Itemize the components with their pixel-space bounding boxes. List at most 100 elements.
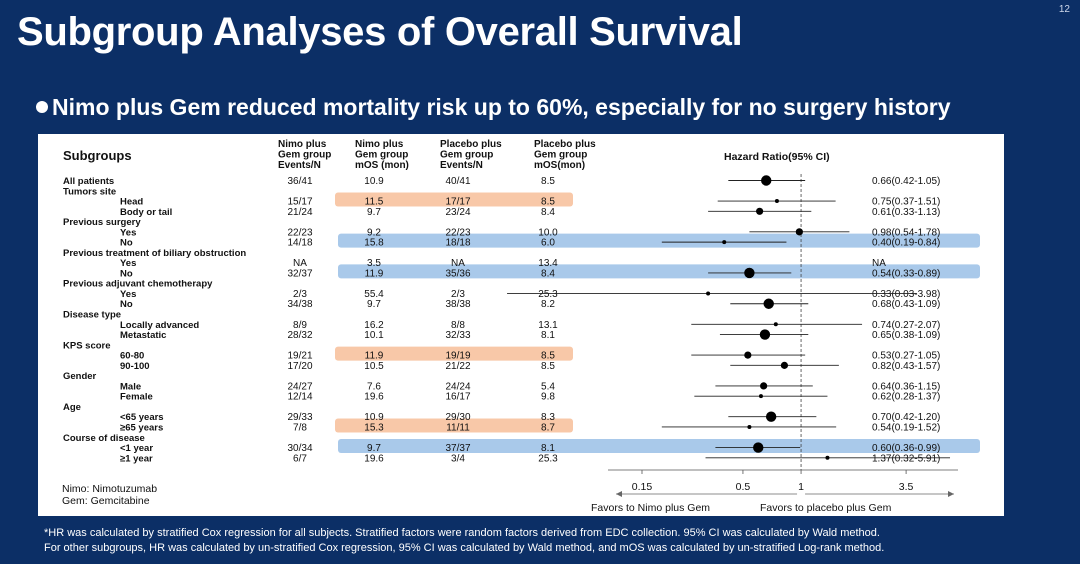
cell-nimo-events: 30/34 xyxy=(287,443,312,454)
hr-ci-value: 0.62(0.28-1.37) xyxy=(872,392,940,403)
favor-left-label: Favors to Nimo plus Gem xyxy=(591,502,710,514)
cell-placebo-events: 38/38 xyxy=(445,299,470,310)
x-tick-label: 0.15 xyxy=(632,481,653,493)
hr-point xyxy=(747,424,752,429)
bullet-icon xyxy=(36,101,48,113)
key-message: Nimo plus Gem reduced mortality risk up … xyxy=(36,94,951,121)
subgroup-label: No xyxy=(120,268,133,279)
hr-ci-value: 0.53(0.27-1.05) xyxy=(872,351,940,362)
cell-placebo-mos: 25.3 xyxy=(538,453,558,464)
subgroup-label: <1 year xyxy=(120,443,153,454)
hr-ci-value: 0.75(0.37-1.51) xyxy=(872,197,940,208)
hr-ci-value: 0.68(0.43-1.09) xyxy=(872,299,940,310)
forest-plot-title: Hazard Ratio(95% CI) xyxy=(724,151,830,163)
hr-ci-value: 0.66(0.42-1.05) xyxy=(872,176,940,187)
hr-point xyxy=(795,228,803,236)
header-placebo-mos-line: Placebo plus xyxy=(534,139,596,150)
cell-placebo-events: 32/33 xyxy=(445,330,470,341)
cell-nimo-events: 15/17 xyxy=(287,197,312,208)
cell-placebo-events: 11/11 xyxy=(446,422,470,433)
cell-placebo-mos: 8.5 xyxy=(541,351,555,362)
header-nimo-mos-line: mOS (mon) xyxy=(355,160,409,171)
subgroup-label: Male xyxy=(120,381,141,392)
hr-ci-value: 0.65(0.38-1.09) xyxy=(872,330,940,341)
header-nimo-events-line: Events/N xyxy=(278,160,321,171)
cell-placebo-events: 18/18 xyxy=(445,238,470,249)
cell-nimo-events: 14/18 xyxy=(287,238,312,249)
hr-ci-value: 0.54(0.19-1.52) xyxy=(872,422,940,433)
cell-placebo-mos: 6.0 xyxy=(541,238,555,249)
x-tick-label: 0.5 xyxy=(736,481,751,493)
hr-point xyxy=(773,322,778,327)
cell-nimo-mos: 10.1 xyxy=(364,330,384,341)
cell-nimo-mos: 10.9 xyxy=(364,412,384,423)
hr-ci-value: 0.40(0.19-0.84) xyxy=(872,238,940,249)
subgroup-heading: Disease type xyxy=(63,310,121,321)
hr-point xyxy=(759,329,771,340)
hr-ci-value: 0.33(0.03-3.98) xyxy=(872,289,940,300)
x-tick-label: 1 xyxy=(798,481,804,493)
cell-nimo-events: 29/33 xyxy=(287,412,312,423)
hr-point xyxy=(760,382,768,390)
cell-nimo-events: 21/24 xyxy=(287,207,312,218)
cell-placebo-events: 3/4 xyxy=(451,453,465,464)
hr-ci-value: NA xyxy=(872,258,886,269)
hr-ci-value: 0.64(0.36-1.15) xyxy=(872,381,940,392)
page-number: 12 xyxy=(1058,4,1070,15)
cell-nimo-events: 12/14 xyxy=(287,392,312,403)
cell-placebo-events: 35/36 xyxy=(445,268,470,279)
header-nimo-events-line: Gem group xyxy=(278,150,331,161)
subgroup-heading: Previous treatment of biliary obstructio… xyxy=(63,248,246,259)
subgroup-heading: Previous adjuvant chemotherapy xyxy=(63,279,213,290)
cell-placebo-events: 37/37 xyxy=(445,443,470,454)
cell-placebo-events: 17/17 xyxy=(445,197,470,208)
cell-nimo-mos: 9.2 xyxy=(367,227,381,238)
cell-nimo-mos: 55.4 xyxy=(364,289,384,300)
header-subgroups: Subgroups xyxy=(63,148,132,163)
favor-right-label: Favors to placebo plus Gem xyxy=(760,502,892,514)
cell-nimo-mos: 11.5 xyxy=(365,197,384,208)
hr-point xyxy=(744,267,755,279)
cell-placebo-mos: 5.4 xyxy=(541,381,555,392)
hr-point xyxy=(756,207,764,215)
highlight-band-orange xyxy=(335,346,573,361)
abbreviation-note: Nimo: Nimotuzumab xyxy=(62,483,157,495)
subgroup-label: No xyxy=(120,299,133,310)
cell-placebo-mos: 8.5 xyxy=(541,361,555,372)
hr-ci-value: 0.60(0.36-0.99) xyxy=(872,443,940,454)
cell-nimo-mos: 9.7 xyxy=(367,207,381,218)
cell-placebo-events: 29/30 xyxy=(445,412,470,423)
cell-placebo-events: 24/24 xyxy=(445,381,470,392)
header-nimo-mos-line: Gem group xyxy=(355,150,408,161)
hr-ci-value: 0.61(0.33-1.13) xyxy=(872,207,940,218)
hr-point xyxy=(765,411,777,422)
cell-nimo-events: 36/41 xyxy=(287,176,312,187)
subgroup-label: ≥65 years xyxy=(120,422,163,433)
hr-ci-value: 0.74(0.27-2.07) xyxy=(872,320,940,331)
cell-placebo-events: 21/22 xyxy=(445,361,470,372)
cell-placebo-events: 23/24 xyxy=(445,207,470,218)
subgroup-label: Yes xyxy=(120,289,136,300)
cell-nimo-mos: 10.9 xyxy=(364,176,384,187)
hr-point xyxy=(744,351,752,359)
cell-nimo-mos: 9.7 xyxy=(367,443,381,454)
cell-placebo-events: 2/3 xyxy=(451,289,465,300)
cell-placebo-mos: 13.1 xyxy=(538,320,558,331)
cell-nimo-mos: 15.8 xyxy=(364,238,384,249)
hr-ci-value: 0.54(0.33-0.89) xyxy=(872,268,940,279)
header-placebo-mos-line: Gem group xyxy=(534,150,587,161)
hr-point xyxy=(758,394,763,399)
cell-nimo-mos: 11.9 xyxy=(365,268,384,279)
footnote: *HR was calculated by stratified Cox reg… xyxy=(44,526,884,555)
subgroup-heading: Course of disease xyxy=(63,433,145,444)
cell-nimo-mos: 7.6 xyxy=(367,381,381,392)
highlight-band-blue xyxy=(338,233,980,248)
subgroup-label: Locally advanced xyxy=(120,320,199,331)
favor-left-arrowhead xyxy=(616,491,622,497)
footnote-line-2: For other subgroups, HR was calculated b… xyxy=(44,541,885,554)
header-placebo-events-line: Placebo plus xyxy=(440,139,502,150)
subgroup-label: No xyxy=(120,238,133,249)
hr-point xyxy=(763,298,774,309)
subgroup-heading: KPS score xyxy=(63,340,111,351)
